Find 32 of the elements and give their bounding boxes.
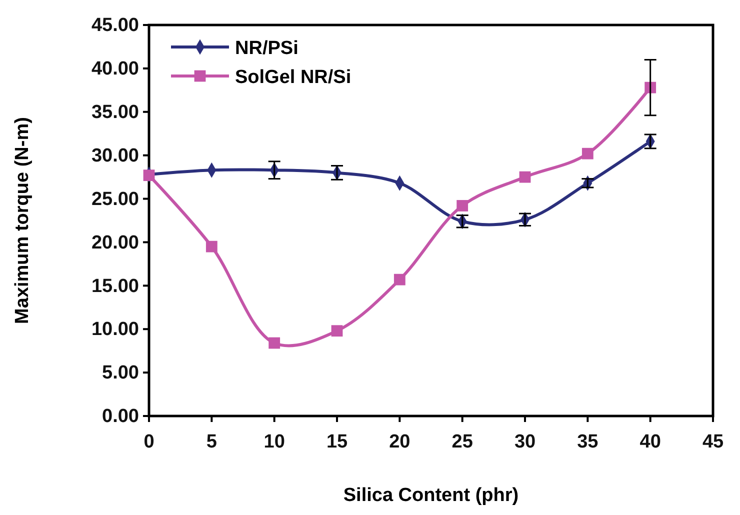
y-tick-label: 35.00: [91, 102, 139, 123]
point: [394, 274, 406, 286]
y-tick-label: 30.00: [91, 145, 139, 166]
point: [268, 337, 280, 349]
x-tick-label: 30: [514, 431, 536, 452]
x-tick-label: 10: [264, 431, 285, 452]
x-tick-label: 20: [389, 431, 410, 452]
x-tick-label: 0: [144, 431, 154, 452]
x-tick-label: 5: [206, 431, 218, 452]
point: [331, 325, 343, 337]
x-tick-label: 15: [326, 431, 348, 452]
x-tick-label: 35: [577, 431, 599, 452]
point: [206, 240, 218, 252]
point: [456, 200, 468, 212]
y-tick-label: 10.00: [91, 319, 139, 340]
legend-label: SolGel NR/Si: [235, 67, 352, 88]
y-tick-label: 25.00: [91, 188, 139, 210]
y-tick-label: 0.00: [102, 406, 139, 428]
point: [582, 148, 594, 160]
y-tick-label: 40.00: [91, 58, 139, 80]
y-tick-label: 15.00: [91, 276, 139, 297]
y-axis-title: Maximum torque (N-m): [12, 117, 33, 324]
y-tick-label: 45.00: [91, 15, 139, 36]
y-tick-label: 20.00: [91, 232, 139, 254]
x-tick-label: 45: [702, 431, 724, 452]
x-tick-label: 25: [452, 431, 474, 452]
x-tick-label: 40: [640, 431, 661, 452]
legend-label: NR/PSi: [235, 38, 298, 59]
point: [519, 171, 531, 183]
y-tick-label: 5.00: [102, 362, 139, 384]
point: [143, 170, 155, 182]
x-axis-title: Silica Content (phr): [343, 485, 519, 506]
